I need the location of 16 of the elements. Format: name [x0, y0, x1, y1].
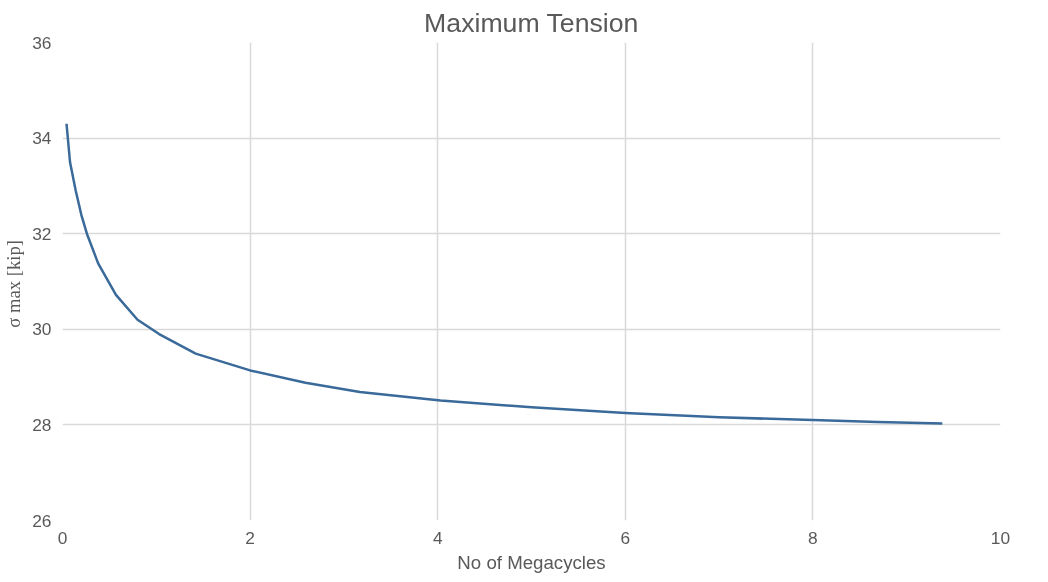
x-tick-label: 0 — [57, 527, 68, 548]
line-series — [65, 122, 944, 425]
chart-title: Maximum Tension — [424, 7, 639, 38]
y-tick-label: 28 — [32, 414, 52, 435]
x-tick-label: 4 — [432, 527, 443, 548]
y-tick-label: 32 — [32, 223, 52, 244]
x-tick-label: 10 — [990, 527, 1011, 548]
y-tick-label: 34 — [32, 128, 52, 149]
y-tick-label: 36 — [32, 32, 52, 53]
y-tick-label: 30 — [32, 319, 52, 340]
x-tick-label: 2 — [245, 527, 255, 548]
x-tick-label: 6 — [620, 527, 631, 548]
x-tick-label: 8 — [808, 527, 818, 548]
x-axis-title: No of Megacycles — [457, 551, 606, 573]
y-axis-title: σ max [kip] — [3, 239, 25, 328]
y-tick-label: 26 — [32, 510, 52, 531]
